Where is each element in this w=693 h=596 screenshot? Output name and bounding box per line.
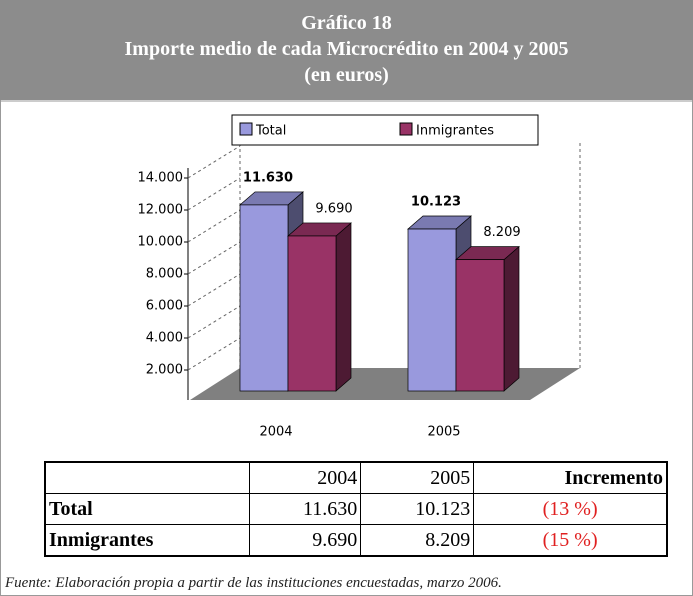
bar: [407, 228, 457, 392]
legend-swatch: [399, 122, 413, 136]
y-tick-label: 4.000: [146, 331, 183, 346]
y-tick-label: 12.000: [138, 203, 184, 218]
value-label: 10.123: [411, 195, 461, 210]
row-label: Inmigrantes: [44, 524, 250, 557]
legend: [231, 114, 539, 146]
y-tick-label: 8.000: [146, 267, 183, 282]
value-label: 8.209: [483, 225, 520, 240]
title-line: Gráfico 18: [301, 12, 392, 34]
row-label: Total: [44, 493, 250, 525]
chart: 2.000 4.000 6.000 8.000 10.000 12.000 14.000 20…: [0, 100, 693, 440]
cell: (15 %): [473, 524, 668, 557]
grid-line: [187, 145, 241, 179]
grid-line: [187, 273, 241, 307]
grid-line: [187, 337, 241, 371]
empty-cell: [44, 461, 250, 494]
bar-side: [503, 245, 520, 392]
x-tick-label: 2004: [259, 425, 292, 440]
header-cell: 2005: [360, 461, 475, 494]
bar: [287, 235, 337, 392]
bar-side: [335, 222, 352, 392]
title-line: (en euros): [304, 64, 389, 86]
grid-line: [187, 177, 241, 211]
cell: 9.690: [248, 524, 362, 557]
y-tick-label: 2.000: [146, 363, 183, 378]
header: Gráfico 18 Importe medio de cada Microcr…: [0, 0, 693, 100]
grid-line: [187, 305, 241, 339]
y-tick-label: 14.000: [138, 171, 184, 186]
grid-line: [187, 209, 241, 243]
legend-swatch: [239, 122, 253, 136]
y-tick-label: 6.000: [146, 299, 183, 314]
value-label: 11.630: [243, 170, 293, 185]
header-cell: Incremento: [473, 461, 668, 494]
source-note: Fuente: Elaboración propia a partir de l…: [5, 575, 502, 591]
cell: 10.123: [360, 493, 475, 525]
grid-line: [187, 241, 241, 275]
y-tick-label: 10.000: [138, 235, 184, 250]
title-line: Importe medio de cada Microcrédito en 20…: [124, 38, 569, 60]
bar: [455, 259, 505, 392]
header-cell: 2004: [248, 461, 362, 494]
value-label: 9.690: [315, 201, 352, 216]
legend-label: Inmigrantes: [416, 124, 494, 139]
legend-label: Total: [255, 124, 286, 139]
data-table: 2004 2005 Incremento Total 11.630 10.123…: [44, 461, 668, 557]
x-tick-label: 2005: [427, 425, 460, 440]
cell: 8.209: [360, 524, 475, 557]
cell: (13 %): [473, 493, 668, 525]
bar: [239, 204, 289, 392]
cell: 11.630: [248, 493, 362, 525]
